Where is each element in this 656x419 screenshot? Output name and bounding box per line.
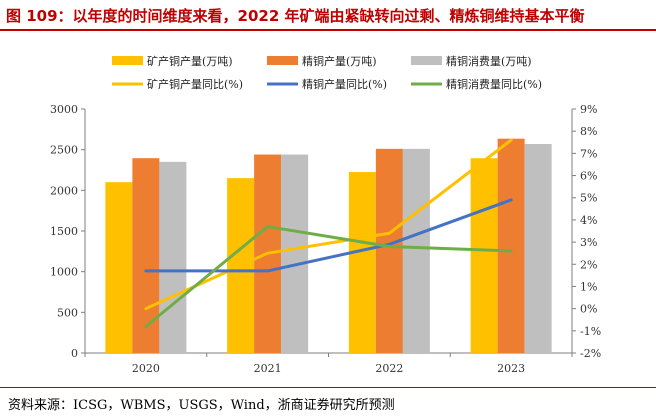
left-axis-tick-label: 1500 <box>50 225 78 238</box>
right-axis-tick-label: 5% <box>580 192 597 205</box>
legend-label: 精铜消费量(万吨) <box>446 54 532 68</box>
left-axis-tick-label: 0 <box>71 347 78 360</box>
figure-title: 图 109：以年度的时间维度来看，2022 年矿端由紧缺转向过剩、精炼铜维持基本… <box>6 7 585 25</box>
x-axis-label: 2023 <box>497 362 525 375</box>
bar <box>281 154 309 353</box>
bar <box>402 148 430 353</box>
legend-label: 精铜消费量同比(%) <box>446 77 542 91</box>
x-axis-label: 2020 <box>132 362 160 375</box>
combo-chart: 矿产铜产量(万吨) 精铜产量(万吨) 精铜消费量(万吨) 矿产铜产量同比(%) 精铜产量… <box>50 54 601 375</box>
right-axis-tick-label: 6% <box>580 170 597 183</box>
footer-rule <box>0 387 656 388</box>
right-axis-tick-label: 0% <box>580 303 597 316</box>
right-axis-tick-label: 2% <box>580 258 597 271</box>
chart-legend: 矿产铜产量(万吨) 精铜产量(万吨) 精铜消费量(万吨) 矿产铜产量同比(%) 精铜产量… <box>112 54 542 91</box>
bar <box>497 138 525 353</box>
chart-bars <box>105 138 552 353</box>
x-axis-label: 2022 <box>375 362 403 375</box>
right-axis-tick-label: -1% <box>580 325 601 338</box>
title-rule <box>0 29 656 31</box>
source-note: 资料来源：ICSG，WBMS，USGS，Wind，浙商证券研究所预测 <box>8 398 395 413</box>
right-axis-tick-label: -2% <box>580 347 601 360</box>
right-axis-tick-label: 7% <box>580 147 597 160</box>
right-axis-tick-label: 1% <box>580 280 597 293</box>
bar <box>132 158 160 353</box>
chart-lines <box>144 138 513 328</box>
legend-swatch <box>112 56 143 65</box>
bar <box>105 182 133 353</box>
bar <box>159 161 187 353</box>
left-axis-tick-label: 2000 <box>50 184 78 197</box>
legend-swatch <box>267 56 298 65</box>
left-axis-tick-label: 3000 <box>50 103 78 116</box>
legend-label: 精铜产量(万吨) <box>302 54 377 68</box>
left-axis-tick-label: 2500 <box>50 144 78 157</box>
legend-label: 矿产铜产量(万吨) <box>147 54 233 68</box>
bar <box>348 172 376 353</box>
bar <box>375 148 403 353</box>
bar <box>470 158 498 353</box>
series-line <box>144 138 513 311</box>
legend-label: 精铜产量同比(%) <box>302 77 387 91</box>
left-axis-tick-label: 500 <box>57 306 78 319</box>
bar <box>524 143 552 353</box>
right-axis-tick-label: 4% <box>580 214 597 227</box>
right-axis-tick-label: 9% <box>580 103 597 116</box>
x-axis-labels: 2020 2021 2022 2023 <box>132 362 525 375</box>
legend-label: 矿产铜产量同比(%) <box>147 77 243 91</box>
legend-swatch <box>411 56 442 65</box>
x-axis-label: 2021 <box>254 362 282 375</box>
right-axis-tick-label: 3% <box>580 236 597 249</box>
right-axis-tick-label: 8% <box>580 125 597 138</box>
chart-axes: 0 500 1000 1500 2000 2500 3000 -2% -1% 0% 1% 2% 3% 4%… <box>50 103 601 360</box>
series-line <box>144 225 513 328</box>
series-line <box>144 198 513 273</box>
left-axis-tick-label: 1000 <box>50 266 78 279</box>
